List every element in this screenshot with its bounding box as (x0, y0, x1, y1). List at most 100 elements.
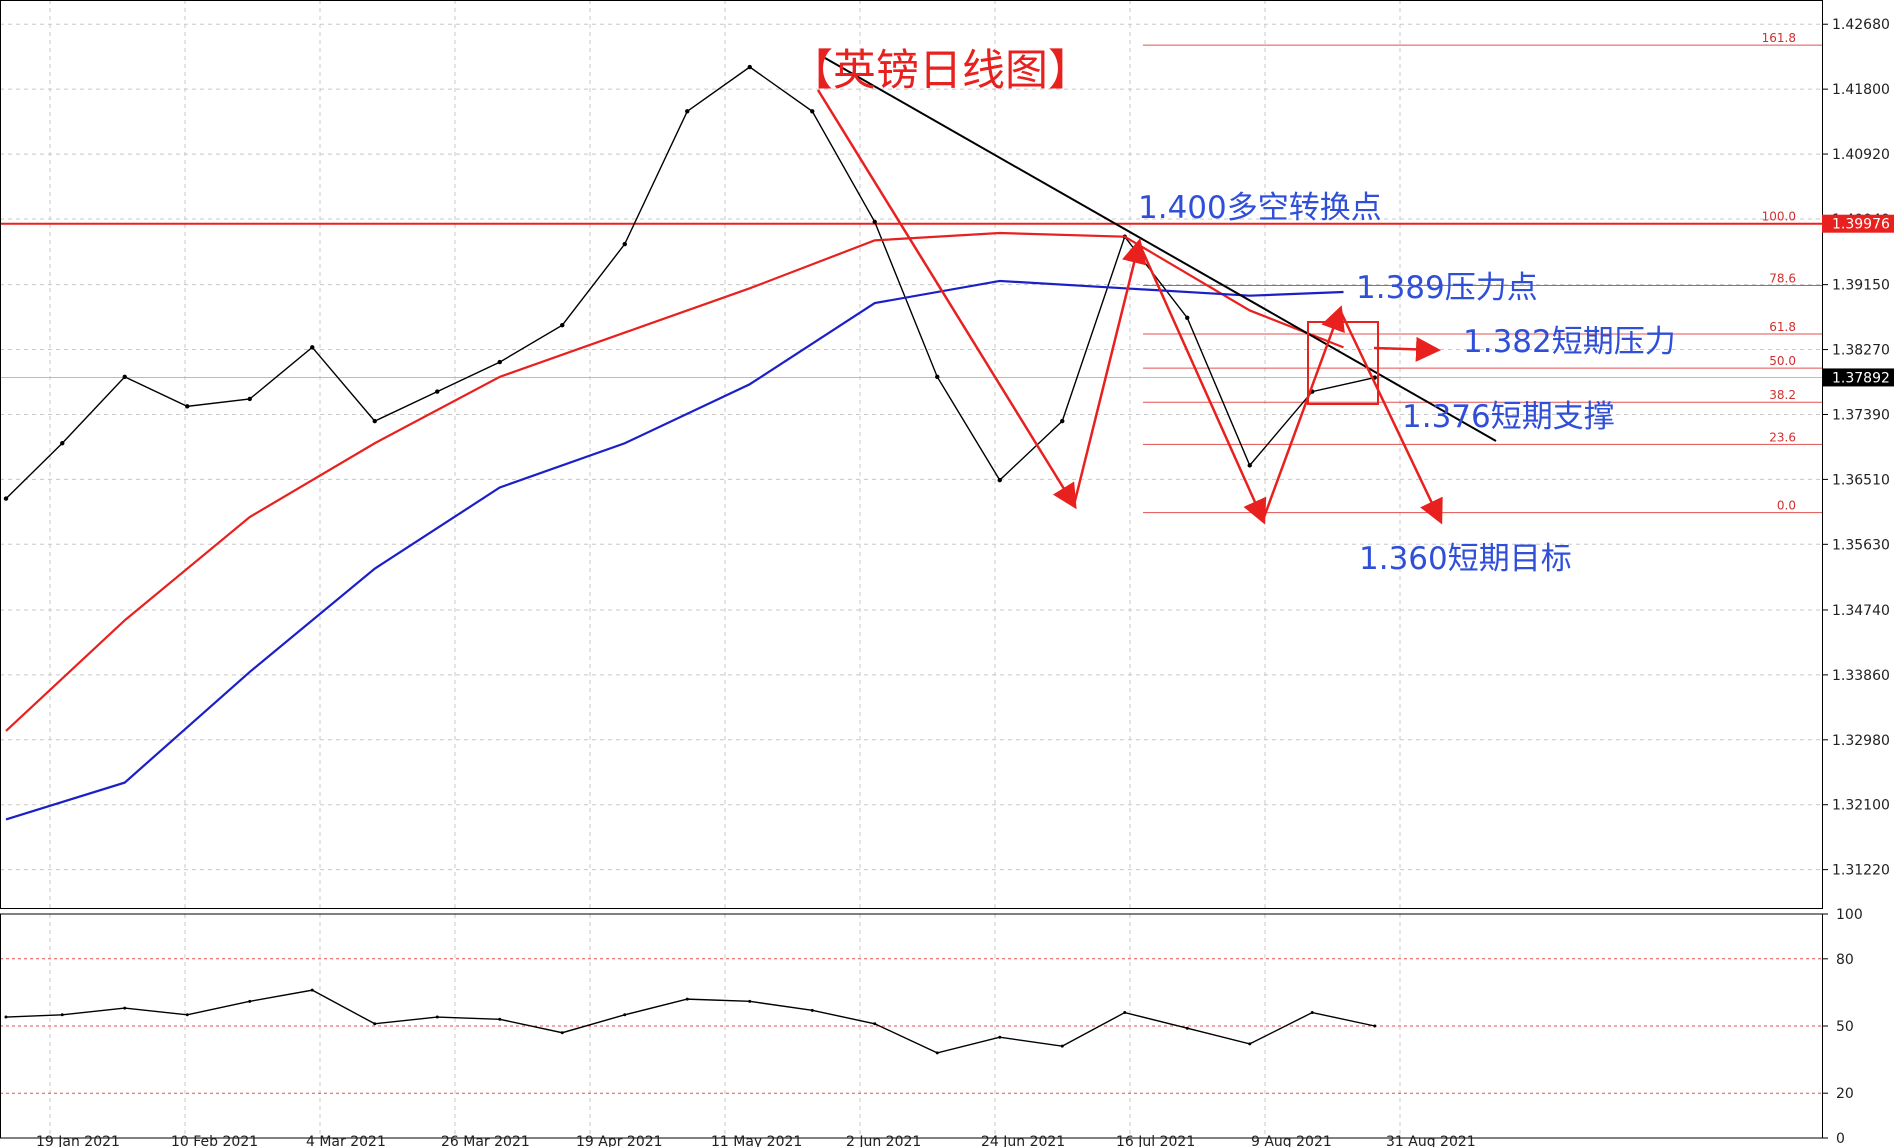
date-tick-label: 2 Jun 2021 (846, 1134, 921, 1147)
rsi-point (1185, 1026, 1189, 1030)
date-tick-label: 19 Jan 2021 (36, 1134, 120, 1147)
date-tick-label: 10 Feb 2021 (171, 1134, 258, 1147)
ref-price-label: 1.39976 (1832, 217, 1890, 233)
rsi-tick-label: 100 (1836, 907, 1863, 923)
price-line-point (1247, 463, 1252, 468)
date-tick-label: 31 Aug 2021 (1386, 1134, 1476, 1147)
price-line-point (122, 374, 127, 380)
rsi-point (810, 1008, 814, 1012)
rsi-point (1310, 1011, 1314, 1015)
current-price-label: 1.37892 (1832, 370, 1890, 386)
swing-arrow (1261, 305, 1345, 521)
price-tick-label: 1.36510 (1832, 472, 1890, 488)
swing-arrow (1072, 238, 1147, 506)
price-line-point (810, 109, 815, 114)
rsi-tick-label: 50 (1836, 1019, 1854, 1035)
fib-level-label: 61.8 (1769, 320, 1796, 334)
fib-level-label: 50.0 (1769, 354, 1796, 368)
chart-drawings (816, 57, 1497, 525)
main-frame (0, 0, 1823, 909)
price-tick-label: 1.34740 (1832, 603, 1890, 619)
fib-level-label: 0.0 (1777, 499, 1796, 513)
rsi-point (373, 1022, 377, 1026)
rsi-point (248, 999, 252, 1003)
price-line-point (247, 396, 252, 402)
price-line-point (622, 241, 627, 247)
annotation-short-resistance: 1.382短期压力 (1463, 324, 1676, 360)
price-line-point (185, 404, 190, 409)
price-tick-label: 1.39150 (1832, 278, 1890, 294)
fib-level-label: 38.2 (1769, 388, 1796, 402)
rsi-point (748, 999, 752, 1003)
swing-arrow (1137, 242, 1267, 525)
fib-level-label: 23.6 (1769, 430, 1796, 444)
price-tick-label: 1.31220 (1832, 863, 1890, 879)
rsi-point (1123, 1011, 1127, 1015)
fib-level-label: 161.8 (1762, 31, 1796, 45)
rsi-point (560, 1031, 564, 1035)
rsi-panel (0, 958, 1822, 1094)
price-line-point (3, 496, 9, 501)
price-line-point (310, 345, 315, 350)
rsi-point (1373, 1024, 1377, 1028)
rsi-point (1060, 1044, 1064, 1048)
current-price-box (1822, 368, 1894, 387)
price-tick-label: 1.40920 (1832, 147, 1890, 163)
price-line (5, 66, 1375, 500)
price-line-point (435, 389, 440, 394)
price-tick-label: 1.32980 (1832, 733, 1890, 749)
price-tick-label: 1.33860 (1832, 668, 1890, 684)
price-line-point (497, 359, 502, 365)
price-line-point (60, 441, 65, 446)
price-tick-label: 1.41800 (1832, 82, 1890, 98)
rsi-point (123, 1006, 127, 1010)
chart-title: 【英镑日线图】 (790, 46, 1091, 96)
price-line-point (685, 109, 690, 114)
ma-blue-line (5, 279, 1344, 821)
date-tick-label: 24 Jun 2021 (981, 1134, 1065, 1147)
price-line-point (560, 323, 565, 328)
rsi-point (935, 1051, 939, 1055)
date-tick-label: 16 Jul 2021 (1116, 1134, 1195, 1147)
price-line-point (1185, 315, 1190, 321)
price-line-point (997, 477, 1002, 483)
swing-arrow (816, 89, 1077, 510)
date-tick-label: 19 Apr 2021 (576, 1134, 663, 1147)
price-tick-label: 1.32100 (1832, 798, 1890, 814)
price-line-point (1060, 418, 1065, 424)
price-line-point (872, 219, 877, 225)
rsi-point (873, 1022, 877, 1026)
rsi-tick-label: 0 (1836, 1131, 1845, 1147)
rsi-tick-label: 80 (1836, 952, 1854, 968)
date-tick-label: 4 Mar 2021 (306, 1134, 386, 1147)
rsi-tick-label: 20 (1836, 1086, 1854, 1102)
annotation-pivot: 1.400多空转换点 (1138, 190, 1382, 226)
rsi-point (685, 997, 689, 1001)
price-tick-label: 1.35630 (1832, 537, 1890, 553)
annotation-short-support: 1.376短期支撑 (1402, 399, 1615, 435)
date-tick-label: 11 May 2021 (711, 1134, 802, 1147)
rsi-point (498, 1017, 502, 1021)
annotation-resistance: 1.389压力点 (1356, 270, 1538, 306)
consolidation-box (1307, 321, 1379, 405)
rsi-point (998, 1035, 1002, 1039)
price-line-point (372, 418, 377, 424)
rsi-point (4, 1015, 8, 1019)
rsi-point (623, 1013, 627, 1017)
rsi-point (435, 1015, 439, 1019)
date-tick-label: 26 Mar 2021 (441, 1134, 530, 1147)
date-tick-label: 9 Aug 2021 (1251, 1134, 1332, 1147)
price-line-point (935, 374, 940, 380)
annotation-target: 1.360短期目标 (1359, 541, 1572, 577)
downtrend-line (824, 57, 1497, 442)
ma-red-line (5, 231, 1344, 732)
price-line-point (747, 64, 752, 70)
chart-series (0, 64, 1822, 821)
rsi-point (310, 988, 314, 992)
rsi-point (1248, 1042, 1252, 1046)
rsi-line (5, 989, 1375, 1054)
fib-level-label: 78.6 (1769, 272, 1796, 286)
rsi-point (60, 1013, 64, 1017)
